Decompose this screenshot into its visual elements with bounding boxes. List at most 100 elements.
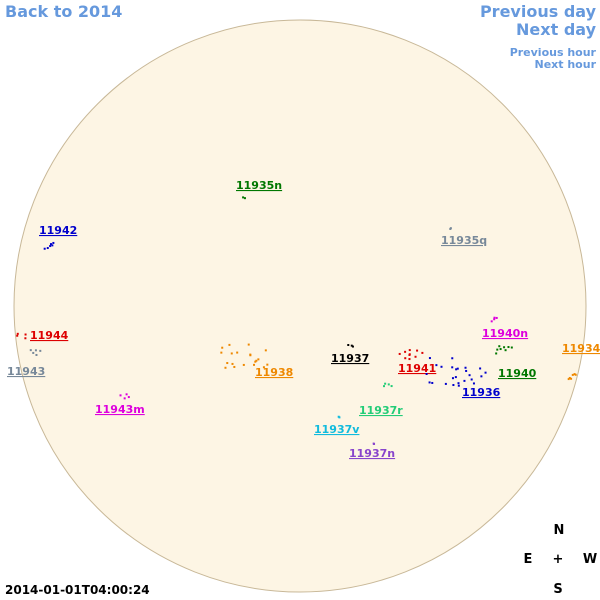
sunspot xyxy=(414,355,417,358)
sunspot xyxy=(464,366,467,369)
sunspot xyxy=(233,365,236,368)
sunspot xyxy=(457,382,460,385)
compass-center: + xyxy=(553,552,564,567)
region-label: 11935n xyxy=(236,179,282,192)
sunspot xyxy=(242,196,245,199)
region-label: 11941 xyxy=(398,362,436,375)
sunspot xyxy=(247,343,250,346)
sunspot xyxy=(39,349,42,352)
region-label: 11938 xyxy=(255,366,293,379)
sunspot xyxy=(351,345,354,348)
previous-day-link[interactable]: Previous day xyxy=(480,2,597,21)
sunspot xyxy=(573,373,576,376)
sunspot xyxy=(507,346,510,349)
sunspot xyxy=(451,366,454,369)
compass-north: N xyxy=(554,523,565,538)
sunspot xyxy=(384,382,387,385)
sunspot xyxy=(444,382,447,385)
sunspot xyxy=(262,366,265,369)
sunspot xyxy=(510,346,513,349)
sunspot xyxy=(440,365,443,368)
sunspot xyxy=(266,363,269,366)
sunspot xyxy=(43,247,46,250)
sunspot xyxy=(451,377,454,380)
region-label: 11935q xyxy=(441,234,487,247)
sunspot xyxy=(347,344,350,347)
region-label: 11937v xyxy=(314,423,360,436)
sunspot xyxy=(435,364,438,367)
sunspot xyxy=(408,349,411,352)
sunspot xyxy=(49,245,52,248)
sunspot xyxy=(29,349,32,352)
sunspot xyxy=(408,358,411,361)
sunspot xyxy=(350,344,353,347)
sunspot xyxy=(338,416,341,419)
back-link[interactable]: Back to 2014 xyxy=(5,2,122,21)
sunspot xyxy=(224,366,227,369)
sunspot xyxy=(452,384,455,387)
region-label: 11942 xyxy=(39,224,77,237)
sunspot xyxy=(570,377,573,380)
sunspot xyxy=(408,353,411,356)
sunspot xyxy=(480,375,483,378)
region-label: 11943m xyxy=(95,403,145,416)
sunspot xyxy=(416,349,419,352)
compass-south: S xyxy=(553,582,562,597)
sunspot xyxy=(49,243,52,246)
timestamp: 2014-01-01T04:00:24 xyxy=(5,583,150,597)
sunspot xyxy=(221,346,224,349)
region-label: 11940 xyxy=(498,367,537,380)
region-label: 11937r xyxy=(359,404,403,417)
sunspot xyxy=(425,373,428,376)
sunspot xyxy=(373,442,376,445)
compass-east: E xyxy=(524,552,533,567)
sunspot xyxy=(493,316,496,319)
sunspot xyxy=(449,227,452,230)
sunspot xyxy=(456,367,459,370)
sunspot xyxy=(499,348,502,351)
sunspot xyxy=(490,320,493,323)
sunspot xyxy=(228,343,231,346)
sunspot xyxy=(567,378,570,381)
sunspot xyxy=(34,349,37,352)
sunspot xyxy=(236,351,239,354)
region-label: 11940n xyxy=(482,327,528,340)
sunspot xyxy=(125,393,128,396)
sunspot xyxy=(123,397,126,400)
sunspot xyxy=(249,354,252,357)
sunspot xyxy=(493,318,496,321)
sunspot xyxy=(52,241,55,244)
sunspot xyxy=(503,346,506,349)
sunspot xyxy=(51,244,54,247)
sunspot xyxy=(472,382,475,385)
sunspot xyxy=(242,363,245,366)
sunspot xyxy=(463,379,466,382)
compass-west: W xyxy=(583,552,597,567)
sunspot xyxy=(231,362,234,365)
sunspot xyxy=(16,334,19,337)
sunspot xyxy=(574,373,577,376)
region-label: 11944 xyxy=(30,329,69,342)
sunspot xyxy=(32,351,35,354)
sunspot xyxy=(496,348,499,351)
sunspot xyxy=(243,197,246,200)
sunspot xyxy=(264,349,267,352)
sunspot xyxy=(484,371,487,374)
sunspot xyxy=(454,376,457,379)
previous-hour-link[interactable]: Previous hour xyxy=(510,46,597,59)
sunspot xyxy=(455,368,458,371)
sunspot xyxy=(431,381,434,384)
sunspot xyxy=(257,358,260,361)
sunspot xyxy=(24,333,27,336)
sunspot xyxy=(255,359,258,362)
sunspot xyxy=(383,385,386,388)
region-label: 11937n xyxy=(349,447,395,460)
sunspot xyxy=(119,394,122,397)
sunspot xyxy=(465,369,468,372)
region-label: 11934 xyxy=(562,342,600,355)
sunspot xyxy=(220,351,223,354)
sunspot xyxy=(568,376,571,379)
next-day-link[interactable]: Next day xyxy=(516,20,597,39)
next-hour-link[interactable]: Next hour xyxy=(535,58,597,71)
